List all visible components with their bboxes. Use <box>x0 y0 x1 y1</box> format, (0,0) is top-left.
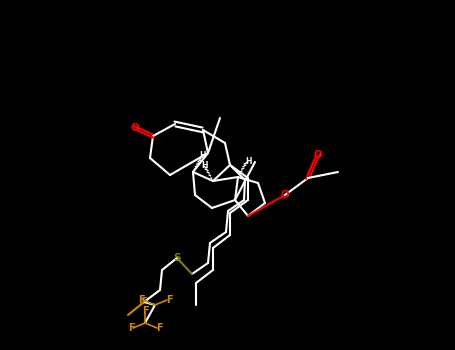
Text: F: F <box>128 323 134 333</box>
Text: O: O <box>313 150 323 160</box>
Text: F: F <box>142 306 148 316</box>
Text: H: H <box>199 152 205 161</box>
Text: F: F <box>156 323 162 333</box>
Text: F: F <box>141 298 147 307</box>
Text: O: O <box>131 123 139 133</box>
Text: H: H <box>202 161 208 169</box>
Text: S: S <box>173 253 181 263</box>
Text: F: F <box>166 295 172 305</box>
Text: O: O <box>281 190 289 200</box>
Text: F: F <box>138 295 144 305</box>
Text: H: H <box>245 156 251 166</box>
